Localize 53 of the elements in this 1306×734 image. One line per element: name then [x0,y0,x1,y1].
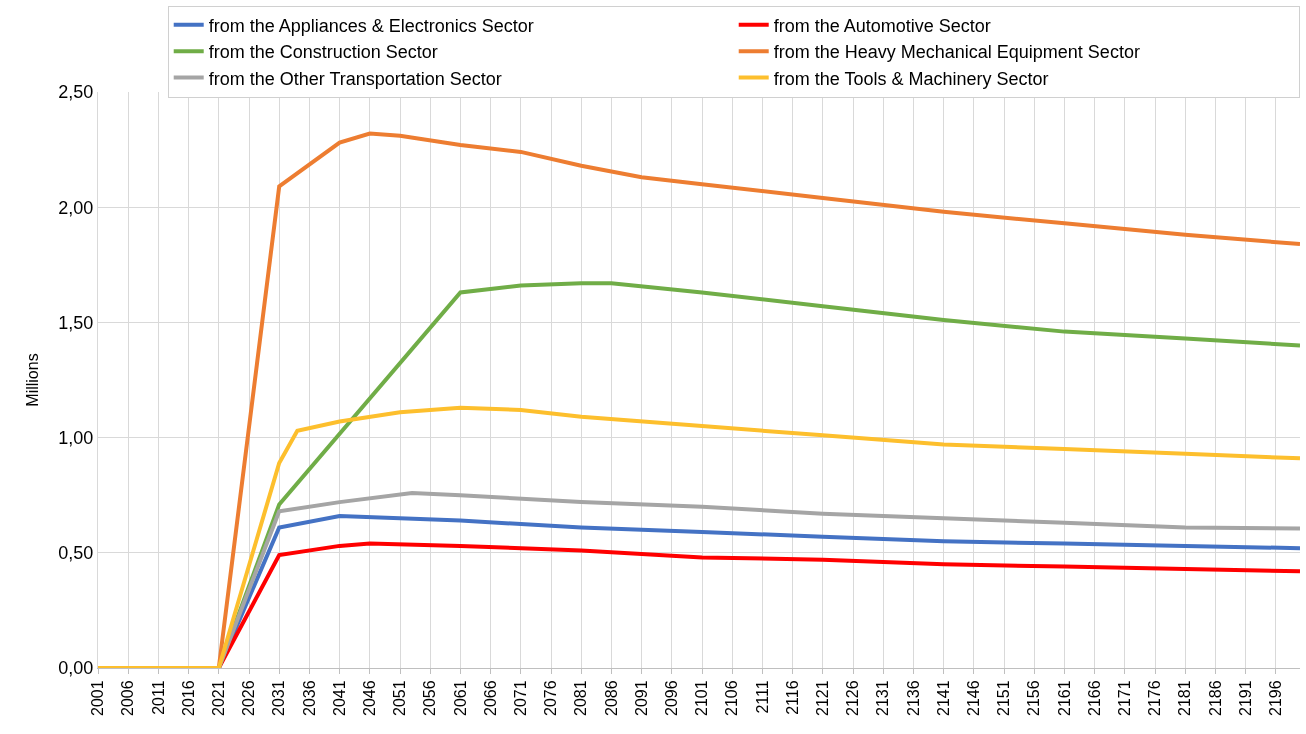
y-tick-label: 1,50 [58,312,94,333]
x-tick-label: 2121 [814,680,832,716]
x-tick-label: 2161 [1055,680,1073,716]
x-tick-label: 2016 [179,680,197,716]
legend-label: from the Appliances & Electronics Sector [208,15,534,36]
x-tick-label: 2176 [1146,680,1164,716]
legend-label: from the Heavy Mechanical Equipment Sector [773,42,1140,63]
y-tick-label: 0,50 [58,543,94,564]
legend-label: from the Construction Sector [208,42,438,63]
x-tick-label: 2026 [240,680,258,716]
legend-label: from the Other Transportation Sector [208,68,502,89]
x-tick-label: 2091 [632,680,650,716]
y-tick-label: 2,50 [58,82,94,103]
x-tick-label: 2031 [270,680,288,716]
x-tick-label: 2021 [210,680,227,716]
x-tick-label: 2076 [542,680,560,716]
x-tick-label: 2151 [995,680,1013,716]
x-tick-label: 2066 [481,680,499,716]
x-tick-label: 2006 [119,680,137,716]
x-tick-label: 2011 [149,680,167,715]
x-tick-label: 2036 [300,680,318,716]
x-tick-label: 2181 [1176,680,1194,716]
x-tick-label: 2096 [663,680,681,716]
legend-label: from the Tools & Machinery Sector [773,68,1049,89]
x-tick-label: 2111 [753,680,771,714]
x-tick-label: 2046 [361,680,379,716]
x-tick-label: 2191 [1236,680,1254,716]
x-tick-label: 2126 [844,680,862,716]
x-tick-label: 2051 [391,680,409,716]
x-tick-label: 2186 [1206,680,1224,716]
x-tick-label: 2106 [723,680,741,716]
x-tick-label: 2041 [330,680,348,716]
x-tick-label: 2141 [934,680,952,716]
x-tick-label: 2196 [1267,680,1285,716]
y-tick-label: 0,00 [58,658,94,679]
y-tick-label: 2,00 [58,197,94,218]
legend-label: from the Automotive Sector [773,15,991,36]
x-tick-label: 2171 [1116,680,1134,716]
x-tick-label: 2081 [572,680,590,716]
x-tick-label: 2116 [783,680,801,715]
x-tick-label: 2101 [693,680,711,716]
x-tick-label: 2146 [965,680,983,716]
x-tick-label: 2166 [1085,680,1103,716]
x-tick-label: 2001 [89,680,107,716]
x-tick-label: 2156 [1025,680,1043,716]
x-tick-label: 2086 [602,680,620,716]
y-tick-label: 1,00 [58,427,94,448]
x-tick-label: 2061 [451,680,469,716]
x-tick-label: 2071 [512,680,530,716]
x-tick-label: 2131 [874,680,892,716]
x-tick-label: 2136 [904,680,922,716]
x-tick-label: 2056 [421,680,439,716]
y-axis-title: Millions [24,353,42,407]
